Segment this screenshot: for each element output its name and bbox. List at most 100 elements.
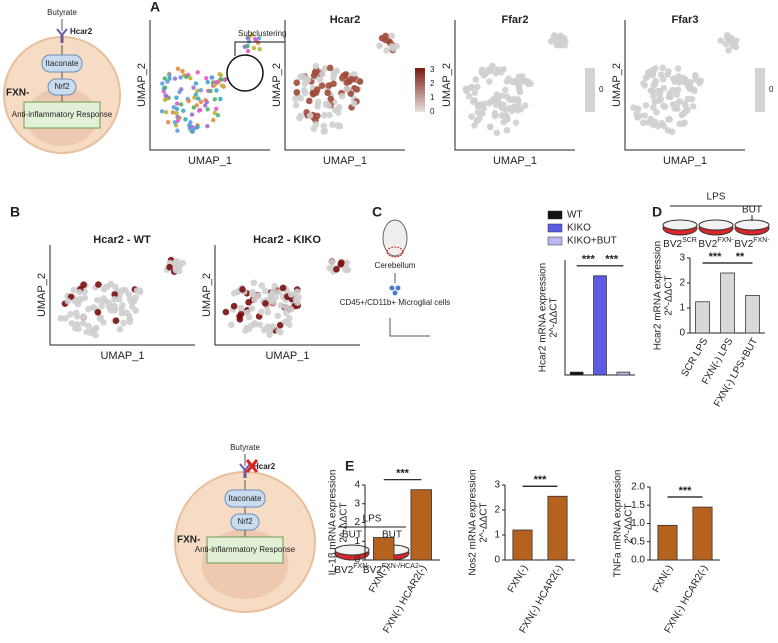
y-tick-label: 0 xyxy=(354,555,360,566)
umap-cell xyxy=(344,266,352,274)
umap-cell xyxy=(230,289,238,297)
y-axis-label: 2^-ΔΔCT xyxy=(549,297,560,337)
microglia xyxy=(392,290,398,296)
bar xyxy=(593,275,607,376)
legend-label: WT xyxy=(567,210,583,221)
umap-cell xyxy=(195,70,200,75)
y-axis-label: 2^-ΔΔCT xyxy=(624,503,635,543)
umap-cell xyxy=(191,105,197,110)
umap-cell xyxy=(331,106,339,114)
umap-cell xyxy=(462,86,470,93)
umap-cell xyxy=(212,97,217,102)
callout-label: Subclustering xyxy=(238,29,286,38)
umap-cell xyxy=(318,71,326,78)
umap-cell xyxy=(246,39,252,44)
umap-cell xyxy=(249,288,256,296)
umap-cell xyxy=(160,81,165,86)
umap-cell xyxy=(639,119,647,126)
colorbar-tick: 3 xyxy=(430,65,435,74)
umap-cell xyxy=(330,80,337,88)
added-label: BUT xyxy=(382,530,402,541)
umap-cell xyxy=(318,82,326,89)
umap-cell xyxy=(642,102,650,109)
umap-cell xyxy=(222,308,230,316)
tissue-label: Cerebellum xyxy=(375,261,416,270)
umap-cell xyxy=(250,279,258,287)
umap-cell xyxy=(468,113,475,120)
callout-circle xyxy=(226,54,264,92)
umap-cell xyxy=(634,113,642,121)
sig-label: *** xyxy=(582,254,596,266)
panel-letter: C xyxy=(372,204,382,220)
umap-cell xyxy=(491,109,499,117)
umap-cell xyxy=(222,77,227,83)
umap-cell xyxy=(551,32,558,39)
umap-cell xyxy=(192,95,197,100)
umap-cell xyxy=(123,309,131,317)
umap-cell xyxy=(312,62,320,70)
y-axis-label: 2^-ΔΔCT xyxy=(479,502,490,542)
umap-cell xyxy=(163,93,168,98)
umap-cell xyxy=(181,108,186,113)
umap-cell xyxy=(320,122,328,130)
treatment-label: LPS xyxy=(707,192,726,203)
umap-cell xyxy=(547,38,555,45)
umap-cell xyxy=(492,69,500,77)
umap-cell xyxy=(512,119,520,126)
dish-label-sup: FXN- xyxy=(353,563,370,570)
dish-rim xyxy=(698,219,734,231)
umap-cell xyxy=(505,75,512,83)
umap-cell xyxy=(301,86,308,94)
umap-cell xyxy=(287,306,295,313)
umap-cell xyxy=(179,259,187,267)
y-tick-label: 2 xyxy=(354,517,360,528)
umap-cell xyxy=(293,288,301,296)
umap-cell xyxy=(684,95,692,103)
umap-cell xyxy=(258,282,266,289)
umap-cell xyxy=(310,72,318,79)
umap-cell xyxy=(722,40,730,48)
umap-cell xyxy=(184,74,189,80)
umap-cell xyxy=(245,313,253,321)
panel-letter: B xyxy=(10,204,20,220)
cells-label: CD45+/CD11b+ Microglial cells xyxy=(340,298,451,307)
umap-cell xyxy=(261,287,269,295)
umap-cell xyxy=(488,64,496,71)
y-axis-label: UMAP_2 xyxy=(136,63,148,107)
umap-cell xyxy=(174,111,179,116)
umap-cell xyxy=(64,297,72,305)
axis-line xyxy=(564,260,635,376)
umap-cell xyxy=(183,117,188,122)
umap-cell xyxy=(347,90,355,97)
umap-cell xyxy=(500,101,507,109)
umap-cell xyxy=(660,102,667,110)
legend-swatch xyxy=(547,223,563,233)
umap-cell xyxy=(178,102,184,107)
y-tick-label: 2 xyxy=(494,505,500,516)
x-axis-label: UMAP_1 xyxy=(100,350,144,362)
umap-cell xyxy=(230,302,238,310)
umap-cell xyxy=(689,102,697,110)
y-tick-label: 0.5 xyxy=(631,536,645,547)
umap-cell xyxy=(676,120,683,128)
umap-cell xyxy=(296,114,303,122)
node-label: Nrf2 xyxy=(237,517,253,526)
umap-cell xyxy=(502,86,509,94)
axis-line xyxy=(454,20,575,151)
dish-label-base: BV2 xyxy=(663,239,682,250)
umap-cell xyxy=(172,76,178,81)
umap-cell xyxy=(331,69,338,76)
bar xyxy=(569,371,584,376)
dish-label: BV2FXN- xyxy=(734,237,770,250)
umap-cell xyxy=(673,91,680,98)
umap-cell xyxy=(690,86,698,94)
umap-cell xyxy=(670,75,677,83)
sig-label: *** xyxy=(709,251,723,263)
umap-cell xyxy=(353,86,360,93)
umap-cell xyxy=(178,75,183,80)
umap-cell xyxy=(338,92,346,100)
umap-cell xyxy=(472,76,480,83)
umap-cell xyxy=(642,74,650,82)
umap-cell xyxy=(73,312,81,320)
x-axis-label: UMAP_1 xyxy=(323,155,367,167)
